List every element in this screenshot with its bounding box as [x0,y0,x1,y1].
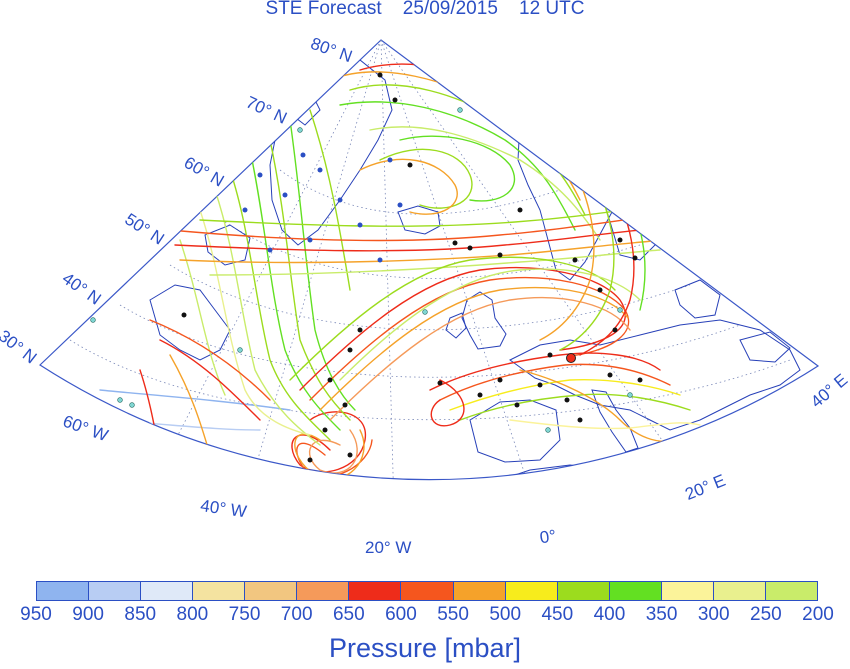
markers-blue [242,152,403,263]
colorbar-swatch [401,582,454,600]
colorbar-label: Pressure [mbar] [328,633,522,663]
highlight-marker [566,353,576,363]
map-title: STE Forecast 25/09/2015 12 UTC [265,0,585,19]
colorbar-tick-label: 500 [489,604,522,625]
colorbar-swatch [193,582,246,600]
colorbar-swatch [37,582,90,600]
colorbar-ticks: 950 900 850 800 750 700 650 600 550 500 450 400 350 3… [0,604,850,628]
lon-label-60w: 60° W [60,412,110,446]
colorbar-tick-label: 450 [541,604,574,625]
colorbar-swatch [661,582,714,600]
lon-label-0: 0° [539,526,558,547]
lat-label-40n: 40° N [59,269,105,309]
colorbar-swatch [505,582,558,600]
colorbar-swatch [453,582,506,600]
colorbar-tick-label: 800 [176,604,209,625]
lon-label-20e: 20° E [682,471,728,504]
colorbar-tick-label: 750 [228,604,261,625]
colorbar-tick-label: 550 [437,604,469,625]
colorbar-tick-label: 400 [593,604,626,625]
colorbar-tick-label: 850 [124,604,157,625]
graticule [69,40,791,480]
lat-label-50n: 50° N [121,210,167,249]
colorbar-swatch [245,582,298,600]
colorbar [36,581,818,601]
colorbar-tick-label: 650 [332,604,365,625]
colorbar-tick-label: 300 [697,604,730,625]
lat-label-60n: 60° N [181,153,227,191]
colorbar-tick-label: 200 [802,604,834,625]
colorbar-tick-label: 250 [750,604,782,625]
colorbar-swatch [557,582,610,600]
colorbar-swatch [141,582,194,600]
colorbar-swatch [765,582,817,600]
colorbar-swatch [609,582,662,600]
colorbar-tick-label: 350 [645,604,678,625]
colorbar-tick-label: 700 [280,604,313,625]
lon-label-40e: 40° E [807,370,850,411]
lon-label-20w: 20° W [365,538,411,557]
colorbar-swatch [297,582,350,600]
lat-label-80n: 80° N [308,34,355,66]
lon-label-40w: 40° W [199,496,248,521]
trajectory-map: 80° N 70° N 60° N 50° N 40° N 30° N 60° … [0,34,850,557]
colorbar-tick-label: 600 [385,604,417,625]
lat-label-70n: 70° N [243,92,290,127]
colorbar-swatch [349,582,402,600]
colorbar-tick-label: 900 [72,604,104,625]
lat-label-30n: 30° N [0,326,40,367]
colorbar-tick-label: 950 [20,604,52,625]
colorbar-swatch [89,582,142,600]
colorbar-swatch [713,582,766,600]
